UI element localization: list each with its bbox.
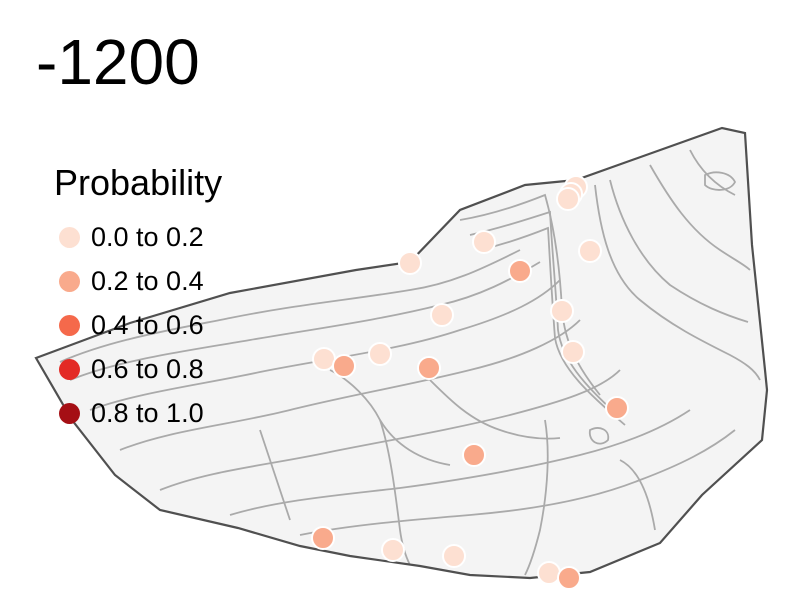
region-border (34, 126, 769, 580)
contour-line (329, 369, 451, 466)
legend-item: 0.0 to 0.2 (54, 215, 222, 259)
contour-line (159, 369, 621, 491)
map-title: -1200 (36, 26, 200, 98)
contour-line (649, 164, 751, 271)
legend-label: 0.8 to 1.0 (91, 397, 204, 428)
contour-line (429, 379, 561, 440)
legend-swatch-2 (59, 314, 80, 336)
sample-point (472, 230, 496, 254)
contour-line (229, 409, 691, 516)
sample-point (368, 342, 392, 366)
contour-lines (59, 149, 761, 576)
legend-label: 0.2 to 0.4 (91, 265, 204, 296)
sample-point (578, 239, 602, 263)
sample-point (537, 561, 561, 585)
legend-swatch-0 (59, 226, 80, 248)
legend-label: 0.0 to 0.2 (91, 221, 204, 252)
legend-label: 0.4 to 0.6 (91, 309, 204, 340)
contour-line (259, 429, 291, 521)
contour-line (619, 459, 656, 531)
sample-point (556, 187, 580, 211)
sample-point (550, 299, 574, 323)
legend-label: 0.6 to 0.8 (91, 353, 204, 384)
contour-line (689, 149, 736, 196)
sample-point (430, 303, 454, 327)
sample-point (332, 354, 356, 378)
legend-swatch-4 (59, 402, 80, 424)
legend-item: 0.2 to 0.4 (54, 259, 222, 303)
contour-line (379, 419, 411, 566)
contour-line (69, 261, 541, 381)
sample-point (557, 566, 581, 590)
contour-line (299, 429, 736, 536)
contour-line (59, 249, 521, 363)
sample-points (311, 175, 629, 590)
contour-line (609, 179, 749, 323)
contour-line (588, 427, 610, 445)
legend-title: Probability (54, 162, 223, 203)
contour-line (524, 419, 549, 576)
contour-line (469, 210, 613, 411)
legend-item: 0.8 to 1.0 (54, 391, 222, 435)
contour-line (479, 226, 626, 426)
contour-line (119, 319, 581, 451)
sample-point (442, 544, 466, 568)
legend-item: 0.6 to 0.8 (54, 347, 222, 391)
sample-point (381, 538, 405, 562)
sample-point (605, 396, 629, 420)
legend-swatch-3 (59, 358, 80, 380)
sample-point (417, 356, 441, 380)
legend: Probability 0.0 to 0.2 0.2 to 0.4 0.4 to… (54, 165, 222, 435)
legend-swatch-1 (59, 270, 80, 292)
sample-point (312, 347, 336, 371)
contour-line (704, 171, 737, 191)
sample-point (462, 443, 486, 467)
legend-item: 0.4 to 0.6 (54, 303, 222, 347)
contour-line (594, 184, 761, 381)
sample-point (508, 259, 532, 283)
sample-point (311, 526, 335, 550)
sample-point (398, 251, 422, 275)
sample-point (561, 340, 585, 364)
